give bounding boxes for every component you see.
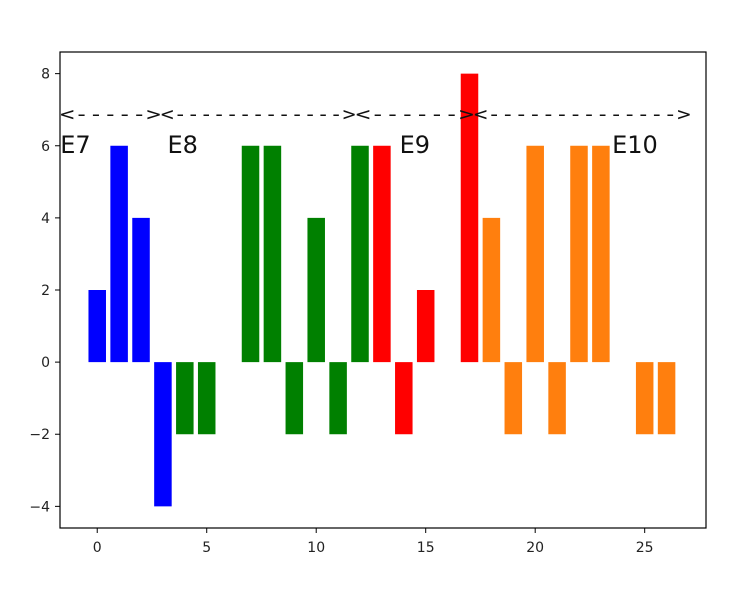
bar-19 (504, 362, 523, 435)
y-axis: −4 −2 0 2 4 6 8 (29, 67, 60, 515)
bar-22 (570, 145, 588, 363)
bar-12 (351, 145, 369, 363)
y-tick-label: 6 (41, 139, 50, 155)
y-tick-label: −4 (29, 499, 50, 515)
bar-18 (482, 217, 501, 363)
bar-2 (132, 217, 150, 363)
bar-0 (88, 290, 106, 363)
y-tick-label: −2 (29, 427, 50, 443)
y-tick-label: 8 (41, 67, 50, 83)
bar-20 (526, 145, 544, 363)
bar-21 (548, 362, 566, 435)
x-tick-label: 15 (417, 540, 435, 556)
region-label-e10: E10 (612, 131, 658, 159)
y-tick-label: 4 (41, 211, 50, 227)
region-arrow-e9: <------> (356, 104, 474, 126)
x-tick-label: 20 (526, 540, 544, 556)
bar-8 (263, 145, 282, 363)
region-arrow-e10: <--------------> (474, 104, 691, 126)
x-axis: 0 5 10 15 20 25 (93, 528, 654, 556)
x-tick-label: 5 (202, 540, 211, 556)
bar-14 (395, 362, 413, 435)
x-tick-label: 10 (307, 540, 325, 556)
bar-23 (592, 145, 610, 363)
region-label-e9: E9 (400, 131, 430, 159)
bar-9 (285, 362, 304, 435)
bar-17 (460, 73, 479, 363)
bar-4 (176, 362, 194, 435)
region-arrow-e7: <-----> (60, 104, 161, 126)
bar-13 (373, 145, 391, 363)
bar-1 (110, 145, 128, 363)
region-label-e7: E7 (60, 131, 90, 159)
bar-26 (657, 362, 676, 435)
bar-25 (635, 362, 654, 435)
region-arrow-e8: <-------------> (161, 104, 356, 126)
x-tick-label: 0 (93, 540, 102, 556)
region-label-e8: E8 (168, 131, 198, 159)
bar-10 (307, 217, 325, 363)
bar-3 (154, 362, 172, 507)
bar-15 (416, 290, 435, 363)
bars-group (88, 73, 676, 507)
bar-7 (241, 145, 260, 363)
bar-11 (329, 362, 347, 435)
x-tick-label: 25 (636, 540, 654, 556)
bar-5 (197, 362, 216, 435)
region-annotations: <-----> E7 <-------------> E8 <------> E9 <---… (60, 104, 691, 159)
y-tick-label: 2 (41, 283, 50, 299)
y-tick-label: 0 (41, 355, 50, 371)
